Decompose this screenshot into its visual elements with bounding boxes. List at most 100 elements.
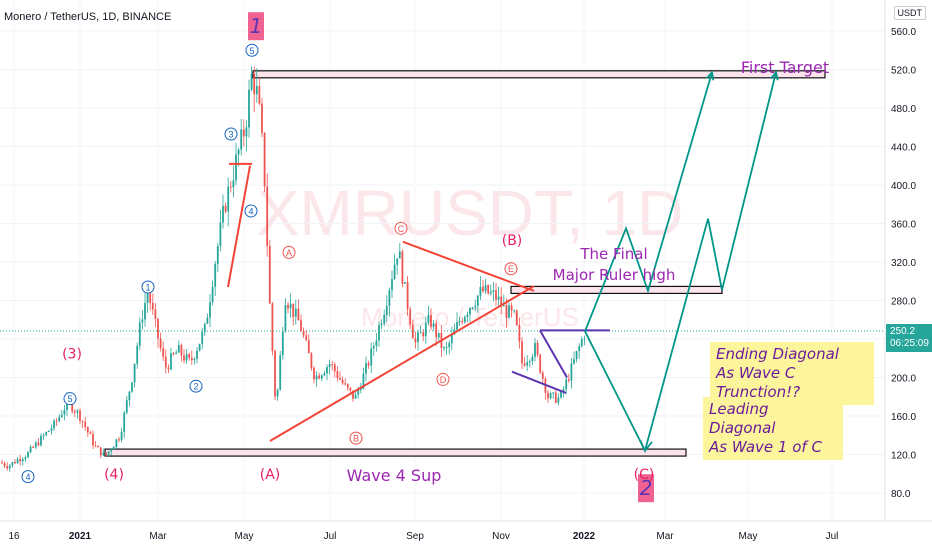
candle-body (1, 462, 3, 464)
candle-body (144, 302, 146, 320)
candle-body (55, 420, 58, 422)
candle-body (250, 73, 253, 90)
triangle-lower-line (269, 285, 535, 442)
candle-body (261, 103, 263, 133)
candle-body (424, 322, 427, 337)
candle-body (136, 345, 139, 364)
projection-arrowhead (705, 70, 715, 81)
candle-body (307, 340, 310, 354)
candle-body (461, 321, 464, 323)
candle-body (437, 332, 440, 338)
wave-label-circle (504, 262, 518, 276)
bar-countdown: 06:25:09 (890, 338, 929, 349)
currency-badge[interactable]: USDT (893, 6, 926, 20)
candle-body (575, 351, 578, 360)
x-tick-label: Mar (149, 531, 167, 542)
ending-diagonal-lower (511, 370, 567, 394)
candle-body (484, 285, 487, 292)
candle-body (258, 85, 261, 104)
candle-body (398, 251, 401, 259)
candle-body (302, 330, 305, 336)
wave-label: (C) (634, 467, 655, 483)
candle-body (435, 323, 438, 338)
candles-layer (1, 66, 586, 472)
leading-diagonal-line2: As Wave 1 of C (709, 438, 822, 456)
candle-body (458, 321, 461, 323)
candle-body (196, 350, 198, 359)
candle-body (570, 363, 573, 381)
y-tick-label: 560.0 (891, 27, 916, 38)
wave-label: (3) (62, 346, 82, 362)
candle-body (357, 390, 360, 395)
candle-body (8, 465, 11, 469)
candle-body (510, 305, 513, 311)
candle-body (466, 314, 469, 317)
wave-label-box (248, 12, 264, 41)
candle-body (177, 345, 180, 353)
candle-body (180, 345, 183, 356)
candle-body (448, 343, 451, 348)
candle-body (310, 353, 313, 369)
candle-body (474, 305, 477, 308)
candle-body (214, 263, 217, 287)
candle-body (120, 431, 123, 440)
candle-body (60, 414, 63, 418)
ending-diagonal-note: Ending Diagonal As Wave C Trunction!? (710, 342, 874, 405)
x-tick-label: Jul (826, 531, 839, 542)
candle-body (123, 412, 126, 432)
wave-label-circle-text: 4 (248, 206, 253, 216)
wave-label-circle (63, 392, 77, 406)
candle-body (565, 379, 568, 390)
candle-body (102, 452, 105, 456)
candle-body (27, 452, 29, 458)
candle-body (333, 364, 336, 372)
candle-body (235, 154, 237, 181)
ending-diagonal-line1: Ending Diagonal (716, 345, 839, 363)
y-tick-label: 400.0 (891, 181, 916, 192)
wave-label-circle-text: 3 (228, 129, 233, 139)
candle-body (378, 325, 380, 341)
candle-body (37, 442, 40, 446)
candle-body (73, 411, 76, 413)
wave-label-circle (282, 245, 296, 259)
x-tick-label: May (235, 531, 254, 542)
candle-body (198, 343, 201, 351)
candle-body (274, 351, 276, 397)
y-tick-label: 200.0 (891, 374, 916, 385)
candle-body (515, 310, 518, 325)
zone-wave-4-sup (104, 448, 687, 457)
candle-body (237, 149, 240, 155)
candle-body (40, 435, 42, 446)
wave-label-circle (349, 431, 363, 445)
candle-body (419, 332, 422, 334)
x-tick-label: 2022 (573, 531, 596, 542)
candle-body (354, 394, 357, 399)
candle-body (450, 334, 453, 344)
candle-body (162, 348, 165, 357)
candle-body (175, 352, 178, 355)
candle-body (190, 357, 193, 361)
candle-body (94, 445, 97, 447)
candle-body (50, 428, 53, 431)
candle-body (209, 302, 211, 318)
candle-body (172, 353, 175, 355)
y-axis[interactable]: 600.0560.0520.0480.0440.0400.0360.0320.0… (891, 0, 916, 500)
candle-body (417, 332, 419, 343)
wave-label-circle-text: B (353, 434, 359, 444)
candle-body (346, 384, 349, 388)
x-axis[interactable]: 16 2021 Mar May Jul Sep Nov 2022 Mar May Jul (8, 531, 838, 542)
ending-diagonal-line2: As Wave C Trunction!? (716, 364, 801, 401)
candle-body (573, 359, 575, 364)
wave-label-circle-text: 1 (145, 283, 150, 293)
candle-body (580, 339, 583, 347)
candle-body (188, 354, 191, 358)
y-tick-label: 480.0 (891, 104, 916, 115)
candle-body (211, 286, 214, 303)
candle-body (245, 127, 248, 137)
candle-body (404, 282, 406, 284)
candle-body (513, 310, 516, 312)
candle-body (482, 286, 484, 292)
symbol-header[interactable]: Monero / TetherUS, 1D, BINANCE (4, 11, 172, 23)
candle-body (505, 305, 508, 318)
